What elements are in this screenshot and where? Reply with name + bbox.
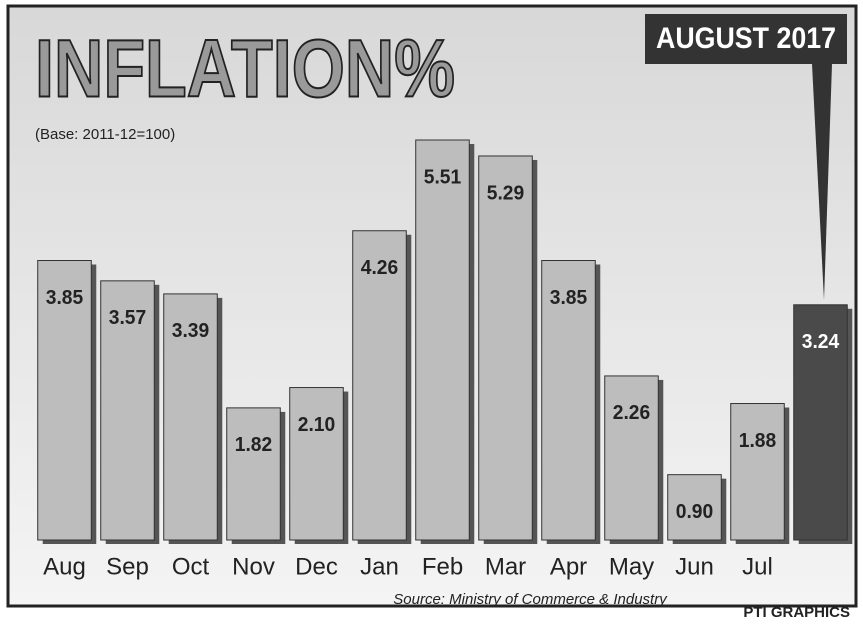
x-tick-label: Jun bbox=[675, 553, 714, 580]
value-label: 3.85 bbox=[550, 287, 587, 309]
x-tick-label: Mar bbox=[485, 553, 526, 580]
value-label: 5.51 bbox=[424, 166, 461, 188]
value-label: 2.26 bbox=[613, 402, 650, 424]
x-tick-label: Jul bbox=[742, 553, 773, 580]
source: Source: Ministry of Commerce & Industry bbox=[393, 591, 668, 608]
bar bbox=[290, 388, 344, 540]
x-tick-label: Feb bbox=[422, 553, 463, 580]
subtitle: (Base: 2011-12=100) bbox=[35, 126, 175, 143]
value-label: 5.29 bbox=[487, 182, 524, 204]
x-tick-label: Nov bbox=[232, 553, 275, 580]
chart: INFLATION% (Base: 2011-12=100) AUGUST 20… bbox=[0, 0, 863, 625]
value-label: 3.85 bbox=[46, 287, 83, 309]
credit: PTI GRAPHICS bbox=[743, 604, 850, 621]
x-tick-label: Jan bbox=[360, 553, 399, 580]
bar bbox=[479, 156, 533, 540]
value-label: 0.90 bbox=[676, 501, 713, 523]
value-label: 3.57 bbox=[109, 307, 146, 329]
value-label: 1.88 bbox=[739, 430, 776, 452]
bar bbox=[605, 376, 659, 540]
chart-title: INFLATION% bbox=[35, 24, 455, 115]
x-tick-label: Aug bbox=[43, 553, 86, 580]
value-label: 2.10 bbox=[298, 414, 335, 436]
bar bbox=[416, 140, 470, 540]
x-tick-label: Oct bbox=[172, 553, 210, 580]
bar bbox=[227, 408, 281, 540]
badge-text: AUGUST 2017 bbox=[656, 22, 836, 55]
x-tick-label: Sep bbox=[106, 553, 149, 580]
bar bbox=[731, 404, 785, 540]
value-label: 4.26 bbox=[361, 257, 398, 279]
value-label: 3.39 bbox=[172, 320, 209, 342]
x-tick-label: May bbox=[609, 553, 654, 580]
x-tick-label: Dec bbox=[295, 553, 338, 580]
x-tick-label: Apr bbox=[550, 553, 587, 580]
value-label: 3.24 bbox=[802, 331, 840, 353]
value-label: 1.82 bbox=[235, 434, 272, 456]
